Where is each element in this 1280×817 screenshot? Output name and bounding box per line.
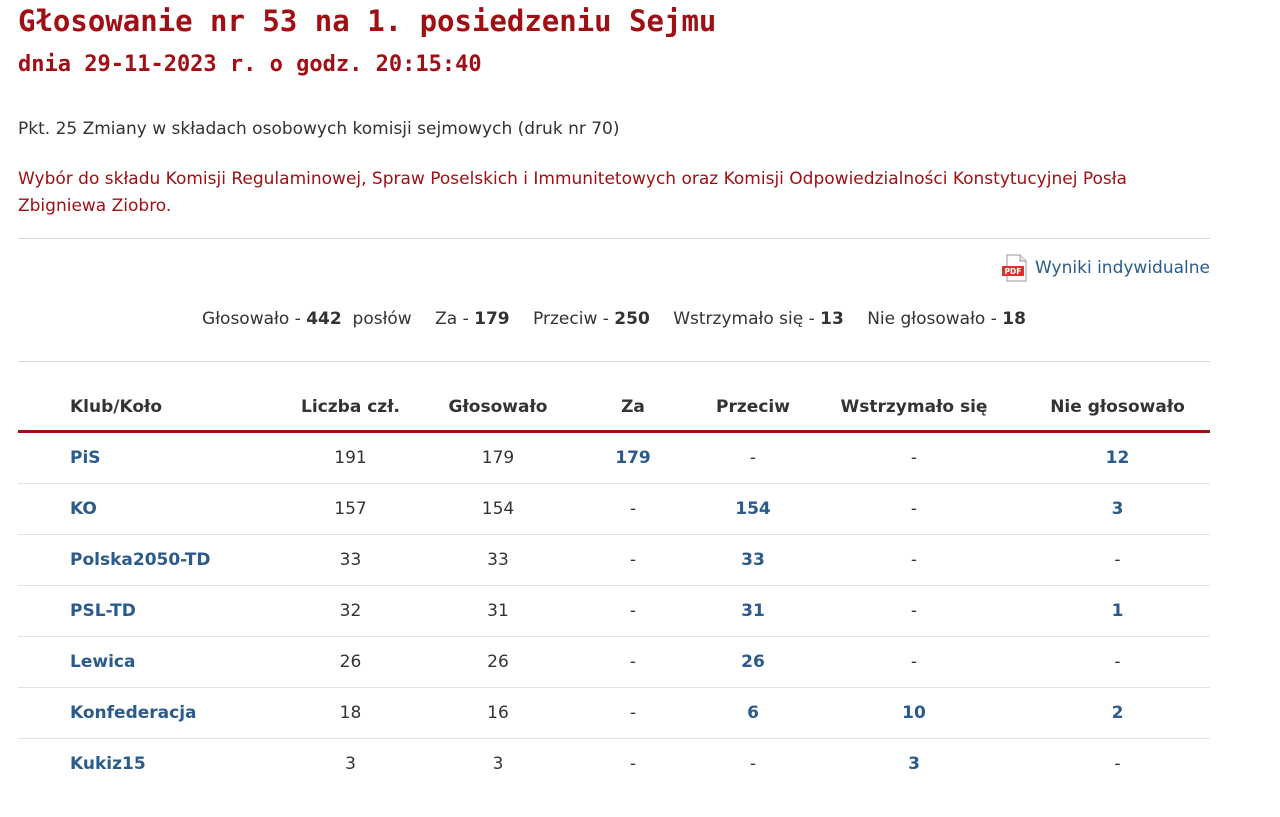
club-link[interactable]: PiS — [70, 448, 101, 468]
summary-voted-suffix: posłów — [347, 309, 412, 329]
cell-members: 191 — [268, 431, 433, 484]
cell-club: PiS — [18, 431, 268, 484]
summary-abstain: Wstrzymało się - 13 — [673, 309, 844, 329]
cell-abstain[interactable]: 10 — [803, 687, 1025, 739]
cell-club: Polska2050-TD — [18, 534, 268, 586]
summary-against: Przeciw - 250 — [533, 309, 650, 329]
vote-summary: Głosowało - 442 posłów Za - 179 Przeciw … — [18, 309, 1210, 329]
cell-not-voted[interactable]: 12 — [1025, 431, 1210, 484]
column-header-for: Za — [563, 383, 703, 433]
summary-against-label: Przeciw - — [533, 309, 615, 329]
cell-against[interactable]: 33 — [703, 534, 803, 586]
club-link[interactable]: Lewica — [70, 652, 136, 672]
page-subtitle: dnia 29-11-2023 r. o godz. 20:15:40 — [18, 52, 482, 77]
table-row: PiS 191 179 179- -12 — [18, 431, 1210, 484]
column-header-voted: Głosowało — [433, 383, 563, 433]
cell-against[interactable]: 31 — [703, 585, 803, 637]
summary-voted-value: 442 — [306, 309, 342, 329]
summary-not-voted: Nie głosowało - 18 — [867, 309, 1026, 329]
club-link[interactable]: Konfederacja — [70, 703, 197, 723]
summary-against-value: 250 — [614, 309, 650, 329]
divider — [18, 361, 1210, 362]
cell-club: PSL-TD — [18, 585, 268, 637]
cell-not-voted[interactable]: 2 — [1025, 687, 1210, 739]
column-header-abstain: Wstrzymało się — [803, 383, 1025, 433]
table-row: PSL-TD 32 31-31-1 — [18, 585, 1210, 637]
cell-voted: 179 — [433, 431, 563, 484]
cell-abstain[interactable]: 3 — [908, 754, 920, 774]
cell-not-voted: - — [1025, 636, 1210, 688]
agenda-point: Pkt. 25 Zmiany w składach osobowych komi… — [18, 119, 620, 139]
table-row: Kukiz15 3 3 - - 3 - — [18, 739, 1210, 790]
table-row: Lewica 26 26-26- - — [18, 636, 1210, 688]
pdf-icon-text: PDF — [1005, 267, 1022, 276]
cell-members: 33 — [268, 534, 433, 586]
column-header-members: Liczba czł. — [268, 383, 433, 433]
column-header-against: Przeciw — [703, 383, 803, 433]
cell-members: 32 — [268, 585, 433, 637]
cell-not-voted[interactable]: 1 — [1025, 585, 1210, 637]
cell-for: - — [563, 687, 703, 739]
summary-not-voted-label: Nie głosowało - — [867, 309, 1003, 329]
cell-for: - — [563, 483, 703, 535]
cell-abstain: - — [803, 431, 1025, 484]
cell-not-voted: - — [1114, 754, 1121, 774]
cell-for: - — [563, 636, 703, 688]
cell-not-voted: - — [1025, 534, 1210, 586]
individual-results-link[interactable]: PDF Wyniki indywidualne — [1001, 254, 1210, 282]
summary-not-voted-value: 18 — [1002, 309, 1026, 329]
cell-for[interactable]: 179 — [563, 431, 703, 484]
cell-against[interactable]: 154 — [703, 483, 803, 535]
cell-against: - — [703, 431, 803, 484]
cell-voted: 16 — [433, 687, 563, 739]
page-title: Głosowanie nr 53 na 1. posiedzeniu Sejmu — [18, 4, 717, 38]
cell-against[interactable]: 26 — [703, 636, 803, 688]
cell-not-voted[interactable]: 3 — [1025, 483, 1210, 535]
cell-abstain: - — [803, 483, 1025, 535]
cell-club: KO — [18, 483, 268, 535]
cell-members: 3 — [345, 754, 356, 774]
cell-club: Lewica — [18, 636, 268, 688]
cell-members: 18 — [268, 687, 433, 739]
vote-description: Wybór do składu Komisji Regulaminowej, S… — [18, 169, 1127, 216]
cell-voted: 31 — [433, 585, 563, 637]
cell-members: 26 — [268, 636, 433, 688]
summary-for-label: Za - — [435, 309, 475, 329]
table-row: KO 157 154-154-3 — [18, 483, 1210, 535]
cell-for: - — [629, 754, 637, 774]
summary-for: Za - 179 — [435, 309, 510, 329]
summary-abstain-value: 13 — [820, 309, 844, 329]
club-link[interactable]: KO — [70, 499, 97, 519]
club-results-table: Klub/Koło Liczba czł. Głosowało Za Przec… — [18, 383, 1210, 789]
summary-for-value: 179 — [474, 309, 510, 329]
cell-voted: 33 — [433, 534, 563, 586]
column-header-not-voted: Nie głosowało — [1025, 383, 1210, 433]
individual-results-label[interactable]: Wyniki indywidualne — [1035, 258, 1210, 278]
cell-against[interactable]: 6 — [703, 687, 803, 739]
summary-abstain-label: Wstrzymało się - — [673, 309, 821, 329]
table-row: Konfederacja 18 16-6 10 2 — [18, 687, 1210, 739]
divider — [18, 238, 1210, 239]
summary-voted-label: Głosowało - — [202, 309, 307, 329]
cell-club: Kukiz15 — [18, 739, 268, 790]
cell-for: - — [563, 534, 703, 586]
cell-voted: 154 — [433, 483, 563, 535]
cell-abstain: - — [803, 534, 1025, 586]
cell-members: 157 — [268, 483, 433, 535]
club-link[interactable]: PSL-TD — [70, 601, 136, 621]
cell-against: - — [749, 754, 757, 774]
cell-abstain: - — [803, 585, 1025, 637]
cell-voted: 26 — [433, 636, 563, 688]
cell-voted: 3 — [492, 754, 504, 774]
table-row: Polska2050-TD 33 33-33- - — [18, 534, 1210, 586]
club-link[interactable]: Polska2050-TD — [70, 550, 211, 570]
cell-club: Konfederacja — [18, 687, 268, 739]
cell-for: - — [563, 585, 703, 637]
summary-voted: Głosowało - 442 posłów — [202, 309, 412, 329]
club-link[interactable]: Kukiz15 — [70, 754, 146, 774]
column-header-club: Klub/Koło — [18, 383, 268, 433]
pdf-icon: PDF — [1002, 254, 1027, 282]
cell-abstain: - — [803, 636, 1025, 688]
table-header-row: Klub/Koło Liczba czł. Głosowało Za Przec… — [18, 383, 1210, 433]
